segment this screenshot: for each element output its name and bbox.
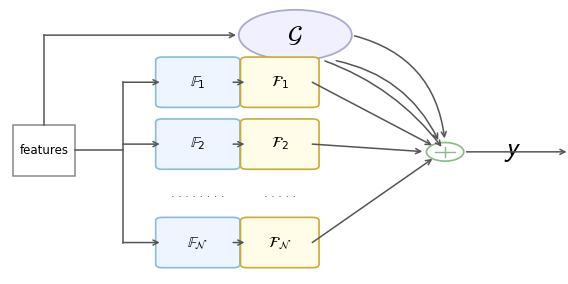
Text: · · · · ·: · · · · ·: [264, 192, 296, 202]
FancyBboxPatch shape: [156, 57, 240, 107]
FancyBboxPatch shape: [240, 119, 319, 169]
Text: $\mathcal{F}_{\mathcal{N}}$: $\mathcal{F}_{\mathcal{N}}$: [268, 235, 291, 250]
Text: $\mathcal{y}$: $\mathcal{y}$: [504, 139, 521, 164]
Text: $\mathbb{F}_{\mathcal{N}}$: $\mathbb{F}_{\mathcal{N}}$: [187, 235, 208, 250]
Text: $\mathbb{F}_2$: $\mathbb{F}_2$: [190, 136, 205, 153]
FancyBboxPatch shape: [12, 125, 75, 176]
FancyBboxPatch shape: [240, 57, 319, 107]
Text: · · · · · · · ·: · · · · · · · ·: [172, 192, 225, 202]
Text: $\mathcal{G}$: $\mathcal{G}$: [287, 23, 303, 47]
Circle shape: [427, 143, 463, 161]
FancyBboxPatch shape: [156, 119, 240, 169]
Text: features: features: [19, 144, 68, 157]
Text: $\mathbb{F}_1$: $\mathbb{F}_1$: [190, 74, 205, 91]
Text: $\mathcal{F}_2$: $\mathcal{F}_2$: [271, 136, 289, 153]
FancyBboxPatch shape: [240, 217, 319, 268]
FancyBboxPatch shape: [156, 217, 240, 268]
Ellipse shape: [239, 10, 352, 60]
Text: $\mathcal{F}_1$: $\mathcal{F}_1$: [271, 74, 289, 91]
